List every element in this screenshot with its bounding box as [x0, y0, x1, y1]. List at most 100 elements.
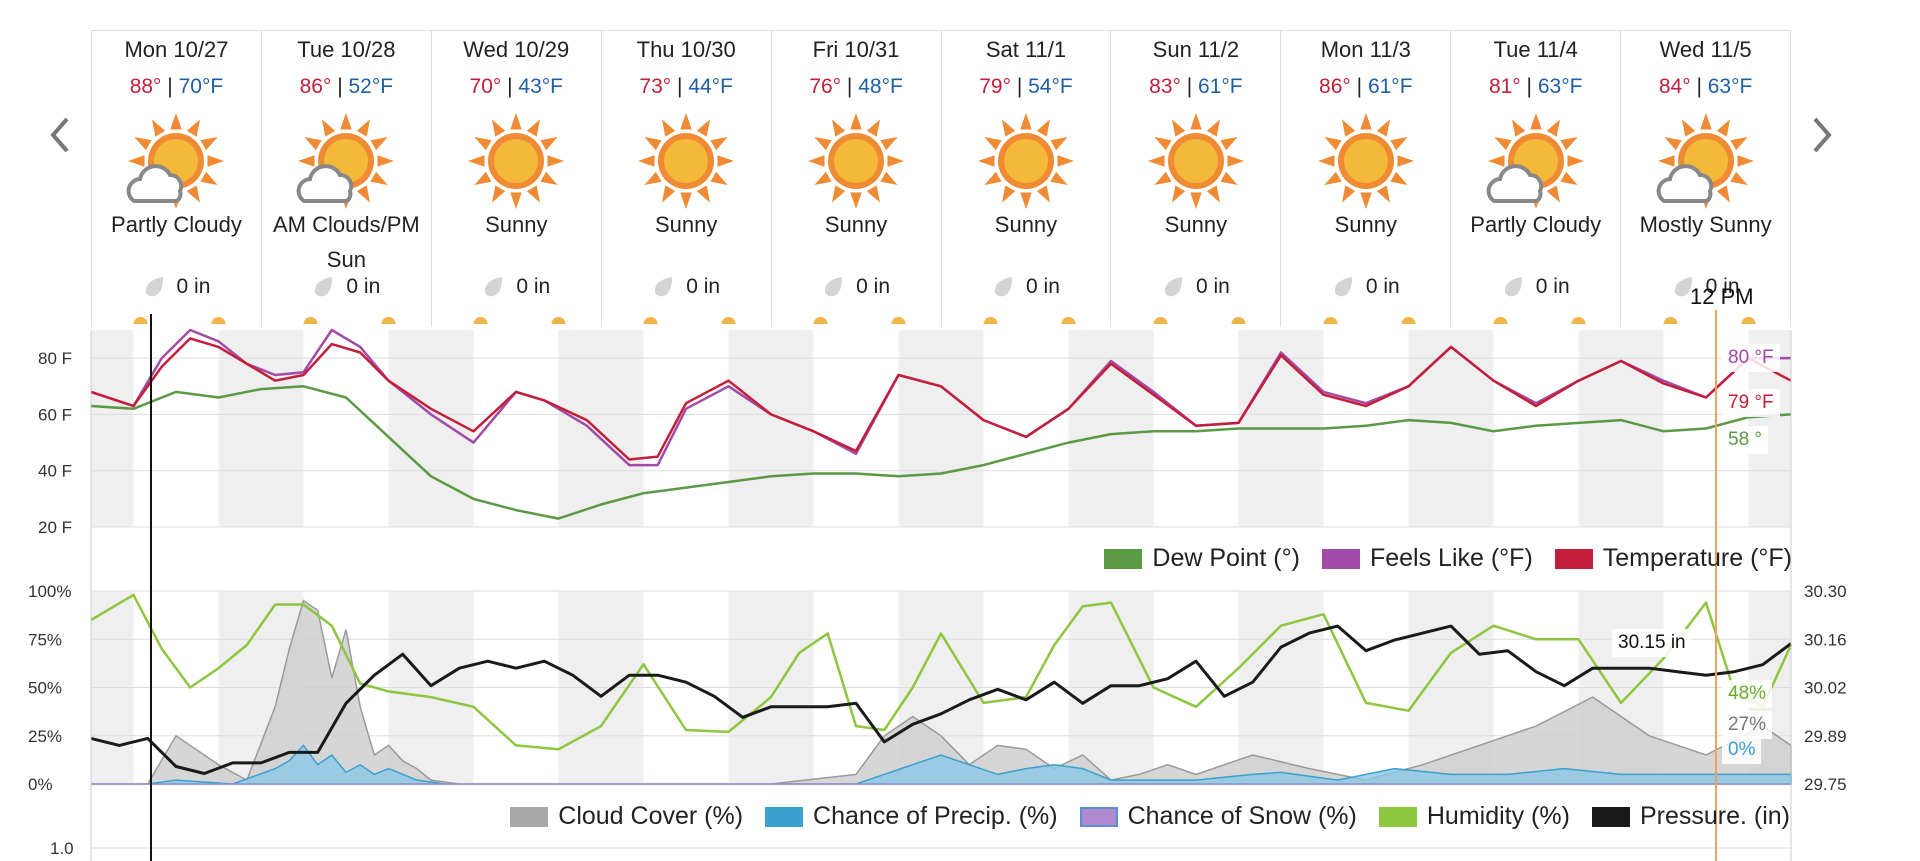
data-point — [1323, 428, 1324, 429]
temperature-legend: Dew Point (°) Feels Like (°F) Temperature … — [1082, 544, 1792, 573]
condition-text: Partly Cloudy — [111, 212, 242, 237]
partly-cloudy-icon — [297, 113, 395, 209]
legend-item-cloud[interactable]: Cloud Cover (%) — [488, 802, 743, 831]
previous-days-button[interactable] — [40, 105, 80, 165]
data-point — [331, 329, 333, 331]
condition-text: Sunny — [1334, 212, 1397, 237]
day-card[interactable]: Mon 11/3 86° | 61°F Sunny 0 in — [1280, 31, 1450, 327]
data-point — [1493, 380, 1494, 382]
precip-amount: 0 in — [262, 275, 431, 299]
day-card[interactable]: Fri 10/31 76° | 48°F Sunny 0 in — [770, 31, 941, 327]
day-label: Wed 10/29 — [463, 37, 570, 62]
sun-shape — [808, 113, 905, 209]
data-point — [728, 385, 729, 387]
rain-drop-icon — [315, 277, 333, 297]
night-band — [728, 330, 814, 527]
next-days-button[interactable] — [1802, 105, 1842, 165]
data-point — [983, 419, 984, 421]
data-point — [1535, 402, 1537, 404]
cloud-shape — [127, 164, 184, 203]
day-card[interactable]: Sun 11/2 83° | 61°F Sunny 0 in — [1110, 31, 1280, 327]
data-point — [189, 329, 191, 331]
data-point — [1025, 453, 1027, 455]
legend-item-snow[interactable]: Chance of Snow (%) — [1058, 802, 1357, 831]
data-point — [770, 413, 772, 415]
precip-amount: 0 in — [92, 275, 261, 299]
condition-text: Partly Cloudy — [1470, 212, 1602, 237]
precip-value: 0 in — [1026, 275, 1060, 298]
sun-marker — [1571, 317, 1586, 324]
day-card[interactable]: Mon 10/27 88° | 70°F Partly Cloudy 0 in — [91, 31, 261, 327]
day-card[interactable]: Sat 11/1 79° | 54°F Sunny 0 in — [940, 31, 1111, 327]
legend-item-pressure[interactable]: Pressure. (in) — [1570, 802, 1790, 831]
y-tick-label: 60 F — [38, 405, 72, 424]
data-point — [1620, 419, 1622, 421]
legend-label: Cloud Cover (%) — [558, 802, 744, 830]
data-point — [1068, 442, 1069, 444]
data-point — [855, 453, 857, 455]
data-point — [685, 402, 687, 404]
condition-text: Sunny — [1164, 212, 1228, 237]
day-card[interactable]: Wed 10/29 70° | 43°F Sunny 0 in — [430, 31, 601, 327]
data-point — [1535, 405, 1537, 407]
data-point — [1408, 419, 1409, 421]
data-point — [1110, 433, 1112, 435]
data-point — [543, 399, 545, 401]
cursor-value-label: 58 ° — [1722, 426, 1769, 455]
day-temps: 83° | 61°F — [1149, 75, 1243, 98]
rain-drop-icon — [1334, 277, 1352, 297]
low-temp: 54°F — [1028, 75, 1073, 98]
high-temp: 88° — [129, 75, 162, 98]
day-temps: 88° | 70°F — [129, 75, 224, 98]
sun-shape — [1147, 113, 1244, 209]
data-point — [430, 413, 432, 415]
data-point — [1365, 425, 1367, 427]
data-point — [1493, 430, 1494, 432]
data-point — [1025, 436, 1027, 438]
data-point — [473, 498, 474, 500]
data-point — [628, 464, 630, 466]
legend-item-temp[interactable]: Temperature (°F) — [1533, 544, 1792, 573]
data-point — [430, 475, 432, 477]
legend-item-humidity[interactable]: Humidity (%) — [1357, 802, 1570, 831]
day-card[interactable]: Tue 10/28 86° | 52°F AM Clouds/PM Sun 0 in — [260, 31, 431, 327]
data-point — [388, 380, 389, 382]
legend-swatch — [1591, 806, 1630, 827]
cursor-time-label: 12 PM — [1690, 284, 1754, 309]
high-temp: 83° — [1149, 75, 1181, 98]
high-temp: 73° — [639, 75, 672, 98]
data-point — [1663, 382, 1664, 384]
high-temp: 79° — [979, 75, 1011, 98]
sun-marker — [1401, 317, 1416, 324]
data-point — [1238, 428, 1239, 429]
data-point — [218, 346, 219, 348]
data-point — [473, 430, 474, 432]
y-tick-label-right: 30.30 — [1804, 582, 1847, 601]
data-point — [770, 475, 772, 477]
legend-item-dew[interactable]: Dew Point (°) — [1082, 544, 1300, 573]
sun-marker — [813, 317, 828, 324]
cursor-value-label: 48% — [1722, 680, 1773, 709]
low-temp: 63°F — [1707, 75, 1753, 98]
partly-cloudy-icon — [1486, 113, 1584, 209]
legend-item-feels[interactable]: Feels Like (°F) — [1300, 544, 1533, 573]
sun-marker — [1153, 317, 1168, 324]
cursor-value-label: 30.15 in — [1612, 628, 1692, 657]
day-card[interactable]: Tue 11/4 81° | 63°F Partly Cloudy 0 in — [1450, 31, 1620, 327]
low-temp: 52°F — [348, 75, 394, 98]
legend-item-precip[interactable]: Chance of Precip. (%) — [743, 802, 1058, 831]
data-point — [1238, 422, 1239, 424]
legend-swatch — [1378, 806, 1417, 827]
condition-text: Sunny — [654, 212, 718, 237]
day-card[interactable]: Thu 10/30 73° | 44°F Sunny 0 in — [600, 31, 771, 327]
y-tick-label-left: 75% — [28, 630, 62, 649]
legend-swatch — [1321, 548, 1360, 569]
series-area-cloud — [91, 599, 1792, 785]
legend-swatch — [1554, 548, 1593, 569]
high-temp: 86° — [1319, 75, 1351, 98]
day-card[interactable]: Wed 11/5 84° | 63°F Mostly Sunny 0 in — [1620, 31, 1792, 327]
high-temp: 84° — [1658, 75, 1691, 98]
data-point — [303, 385, 304, 387]
precip-value: 0 in — [1535, 275, 1570, 298]
